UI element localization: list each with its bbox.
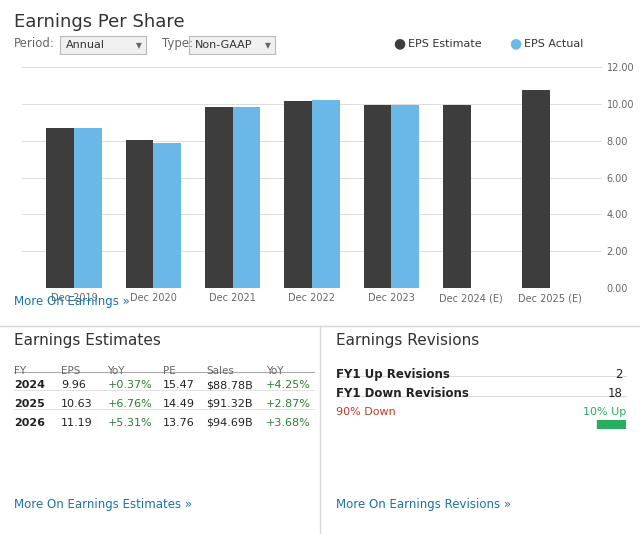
Text: +3.68%: +3.68% [266,418,310,428]
Text: YoY: YoY [266,366,283,376]
Text: Non-GAAP: Non-GAAP [195,41,252,50]
Text: 15.47: 15.47 [163,380,195,390]
Text: 11.19: 11.19 [61,418,93,428]
Text: PE: PE [163,366,176,376]
Text: 2026: 2026 [14,418,45,428]
Text: ▼: ▼ [136,41,142,50]
Text: Period:: Period: [14,37,55,50]
Text: FY: FY [14,366,26,376]
Bar [364,105,391,288]
Text: FY1 Up Revisions: FY1 Up Revisions [336,368,450,381]
Bar [312,100,340,288]
Text: EPS Estimate: EPS Estimate [408,39,482,49]
Bar [233,107,260,288]
Text: More On Earnings Estimates »: More On Earnings Estimates » [14,498,192,511]
Bar [443,105,470,288]
Text: Earnings Estimates: Earnings Estimates [14,333,161,348]
Bar [597,420,626,429]
Bar [391,105,419,288]
Text: 9.96: 9.96 [61,380,86,390]
Text: ●: ● [394,37,406,51]
Text: 10.63: 10.63 [61,399,92,409]
Text: +4.25%: +4.25% [266,380,310,390]
Text: EPS Actual: EPS Actual [524,39,583,49]
Text: 13.76: 13.76 [163,418,195,428]
Text: +5.31%: +5.31% [108,418,152,428]
Text: D: D [607,328,618,341]
Text: +2.87%: +2.87% [266,399,310,409]
Text: 2: 2 [615,368,623,381]
Text: 14.49: 14.49 [163,399,195,409]
Text: Earnings Revisions: Earnings Revisions [336,333,479,348]
Text: Annual: Annual [65,41,104,50]
Text: 18: 18 [608,387,623,400]
Text: $94.69B: $94.69B [206,418,253,428]
Text: $88.78B: $88.78B [206,380,253,390]
Text: 90% Down: 90% Down [336,407,396,417]
Bar [522,90,550,288]
Text: +6.76%: +6.76% [108,399,152,409]
Text: ▼: ▼ [266,41,271,50]
Text: Type:: Type: [162,37,193,50]
Text: 10% Up: 10% Up [582,407,626,417]
Bar [284,101,312,288]
Text: $91.32B: $91.32B [206,399,253,409]
Text: EPS: EPS [61,366,80,376]
Text: 2025: 2025 [14,399,45,409]
Text: YoY: YoY [108,366,125,376]
Text: +0.37%: +0.37% [108,380,152,390]
Text: More On Earnings »: More On Earnings » [14,295,130,308]
Text: Earnings Per Share: Earnings Per Share [14,13,185,32]
Text: Sales: Sales [206,366,234,376]
Text: 2024: 2024 [14,380,45,390]
Text: More On Earnings Revisions »: More On Earnings Revisions » [336,498,511,511]
Bar [46,128,74,288]
Text: FY1 Down Revisions: FY1 Down Revisions [336,387,469,400]
Bar [154,143,181,288]
Text: ●: ● [509,37,522,51]
Bar [74,128,102,288]
Bar [125,140,154,288]
Bar [205,107,233,288]
